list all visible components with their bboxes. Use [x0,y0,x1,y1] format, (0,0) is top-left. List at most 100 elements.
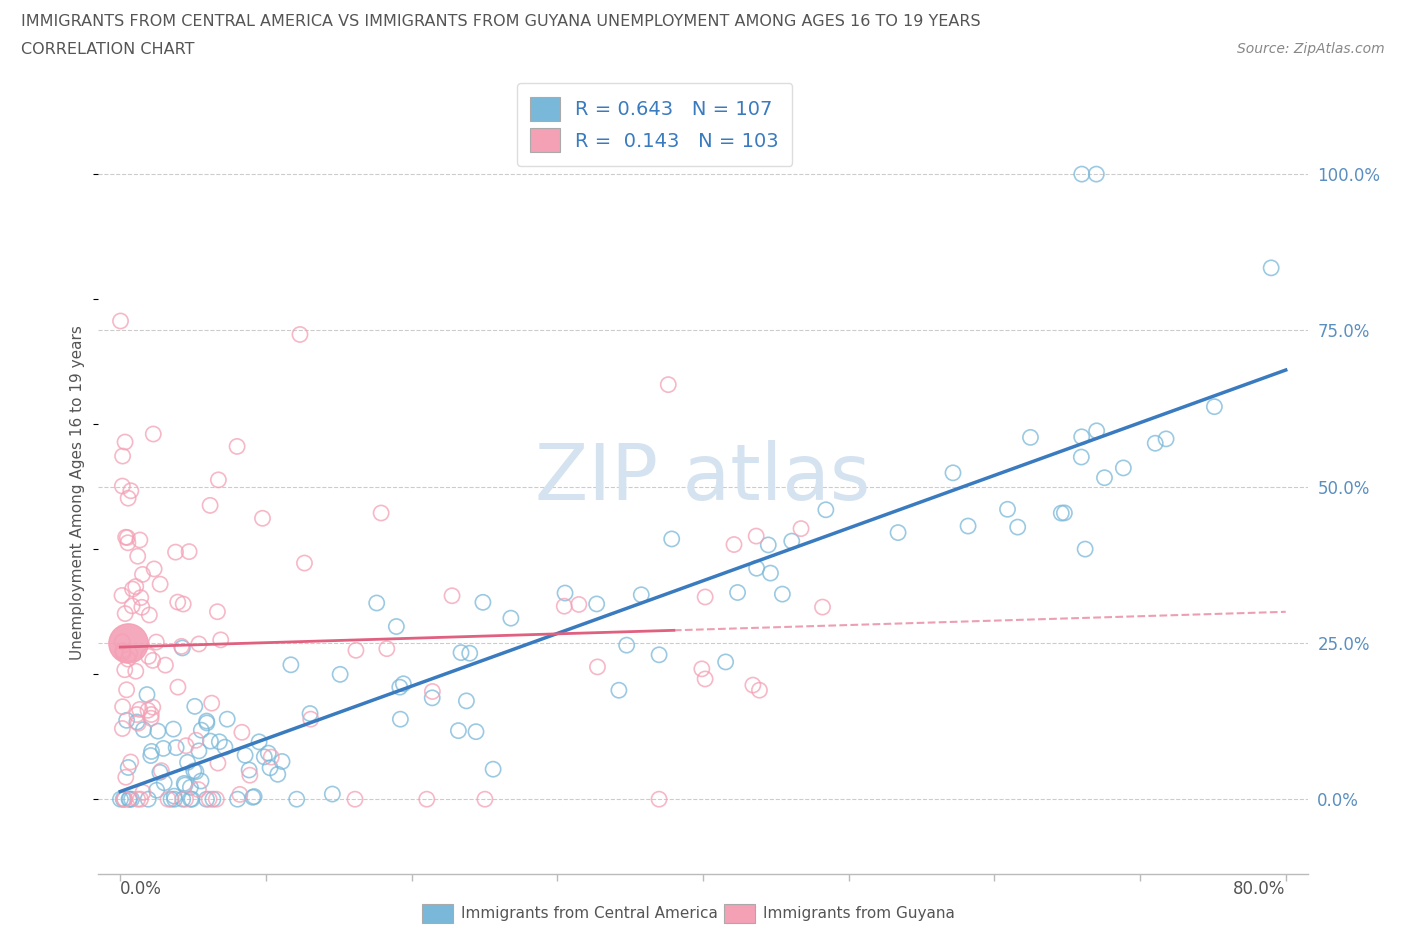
Point [174,777,197,792]
Point [114,791,136,806]
Point [389,711,412,726]
Point [120,484,142,498]
Point [1070,449,1092,464]
Y-axis label: Unemployment Among Ages 16 to 19 years: Unemployment Among Ages 16 to 19 years [70,326,86,660]
Point [112,791,135,806]
Point [142,699,165,714]
Point [1260,260,1282,275]
Point [110,313,132,328]
Text: ZIP atlas: ZIP atlas [536,440,870,515]
Point [242,790,264,804]
Point [257,746,280,761]
Point [198,791,221,806]
Point [226,791,249,806]
Point [176,755,198,770]
Point [146,724,169,738]
Point [465,724,488,739]
Point [163,791,186,806]
Point [814,502,837,517]
Point [207,756,229,771]
Point [299,711,322,726]
Point [693,671,716,686]
Point [114,770,136,785]
Point [142,653,165,668]
Point [745,528,768,543]
Point [252,511,274,525]
Point [152,741,174,756]
Point [132,723,155,737]
Point [392,676,415,691]
Point [661,532,683,547]
Point [723,538,745,552]
Point [554,586,576,601]
Point [118,791,141,806]
Point [195,715,218,730]
Point [190,723,212,737]
Point [239,768,262,783]
Point [131,600,153,615]
Point [648,791,671,806]
Point [121,581,143,596]
Point [482,762,505,777]
Point [280,658,302,672]
Point [172,791,194,806]
Point [141,744,163,759]
Point [138,607,160,622]
Point [172,641,194,656]
Point [177,544,200,559]
Point [648,647,671,662]
Point [343,791,366,806]
Point [117,760,139,775]
Point [329,667,352,682]
Point [187,743,209,758]
Point [447,724,470,738]
Point [117,652,139,667]
Point [183,764,205,778]
Point [111,479,134,494]
Point [214,739,236,754]
Point [1094,471,1116,485]
Point [553,599,575,614]
Point [388,680,411,695]
Point [136,703,159,718]
Point [165,740,187,755]
Point [586,659,609,674]
Point [1204,399,1226,414]
Point [120,754,142,769]
Point [607,683,630,698]
Point [139,711,162,725]
Point [616,638,638,653]
Point [111,448,134,463]
Point [321,787,343,802]
Point [162,722,184,737]
Point [770,587,793,602]
Point [229,787,252,802]
Point [129,591,152,605]
Point [370,506,392,521]
Point [226,439,249,454]
Point [585,596,607,611]
Point [111,634,134,649]
Point [180,791,202,806]
Point [385,619,408,634]
Point [172,596,194,611]
Point [1074,541,1097,556]
Point [887,525,910,540]
Point [344,643,367,658]
Point [422,684,444,699]
Point [1053,506,1076,521]
Point [1070,430,1092,445]
Point [179,780,201,795]
Point [111,644,134,658]
Point [129,791,152,806]
Point [267,767,290,782]
Point [111,645,134,660]
Point [139,748,162,763]
Point [184,764,207,779]
Point [233,748,256,763]
Point [149,764,172,779]
Point [201,791,224,806]
Point [259,761,281,776]
Point [125,579,148,594]
Point [1154,432,1177,446]
